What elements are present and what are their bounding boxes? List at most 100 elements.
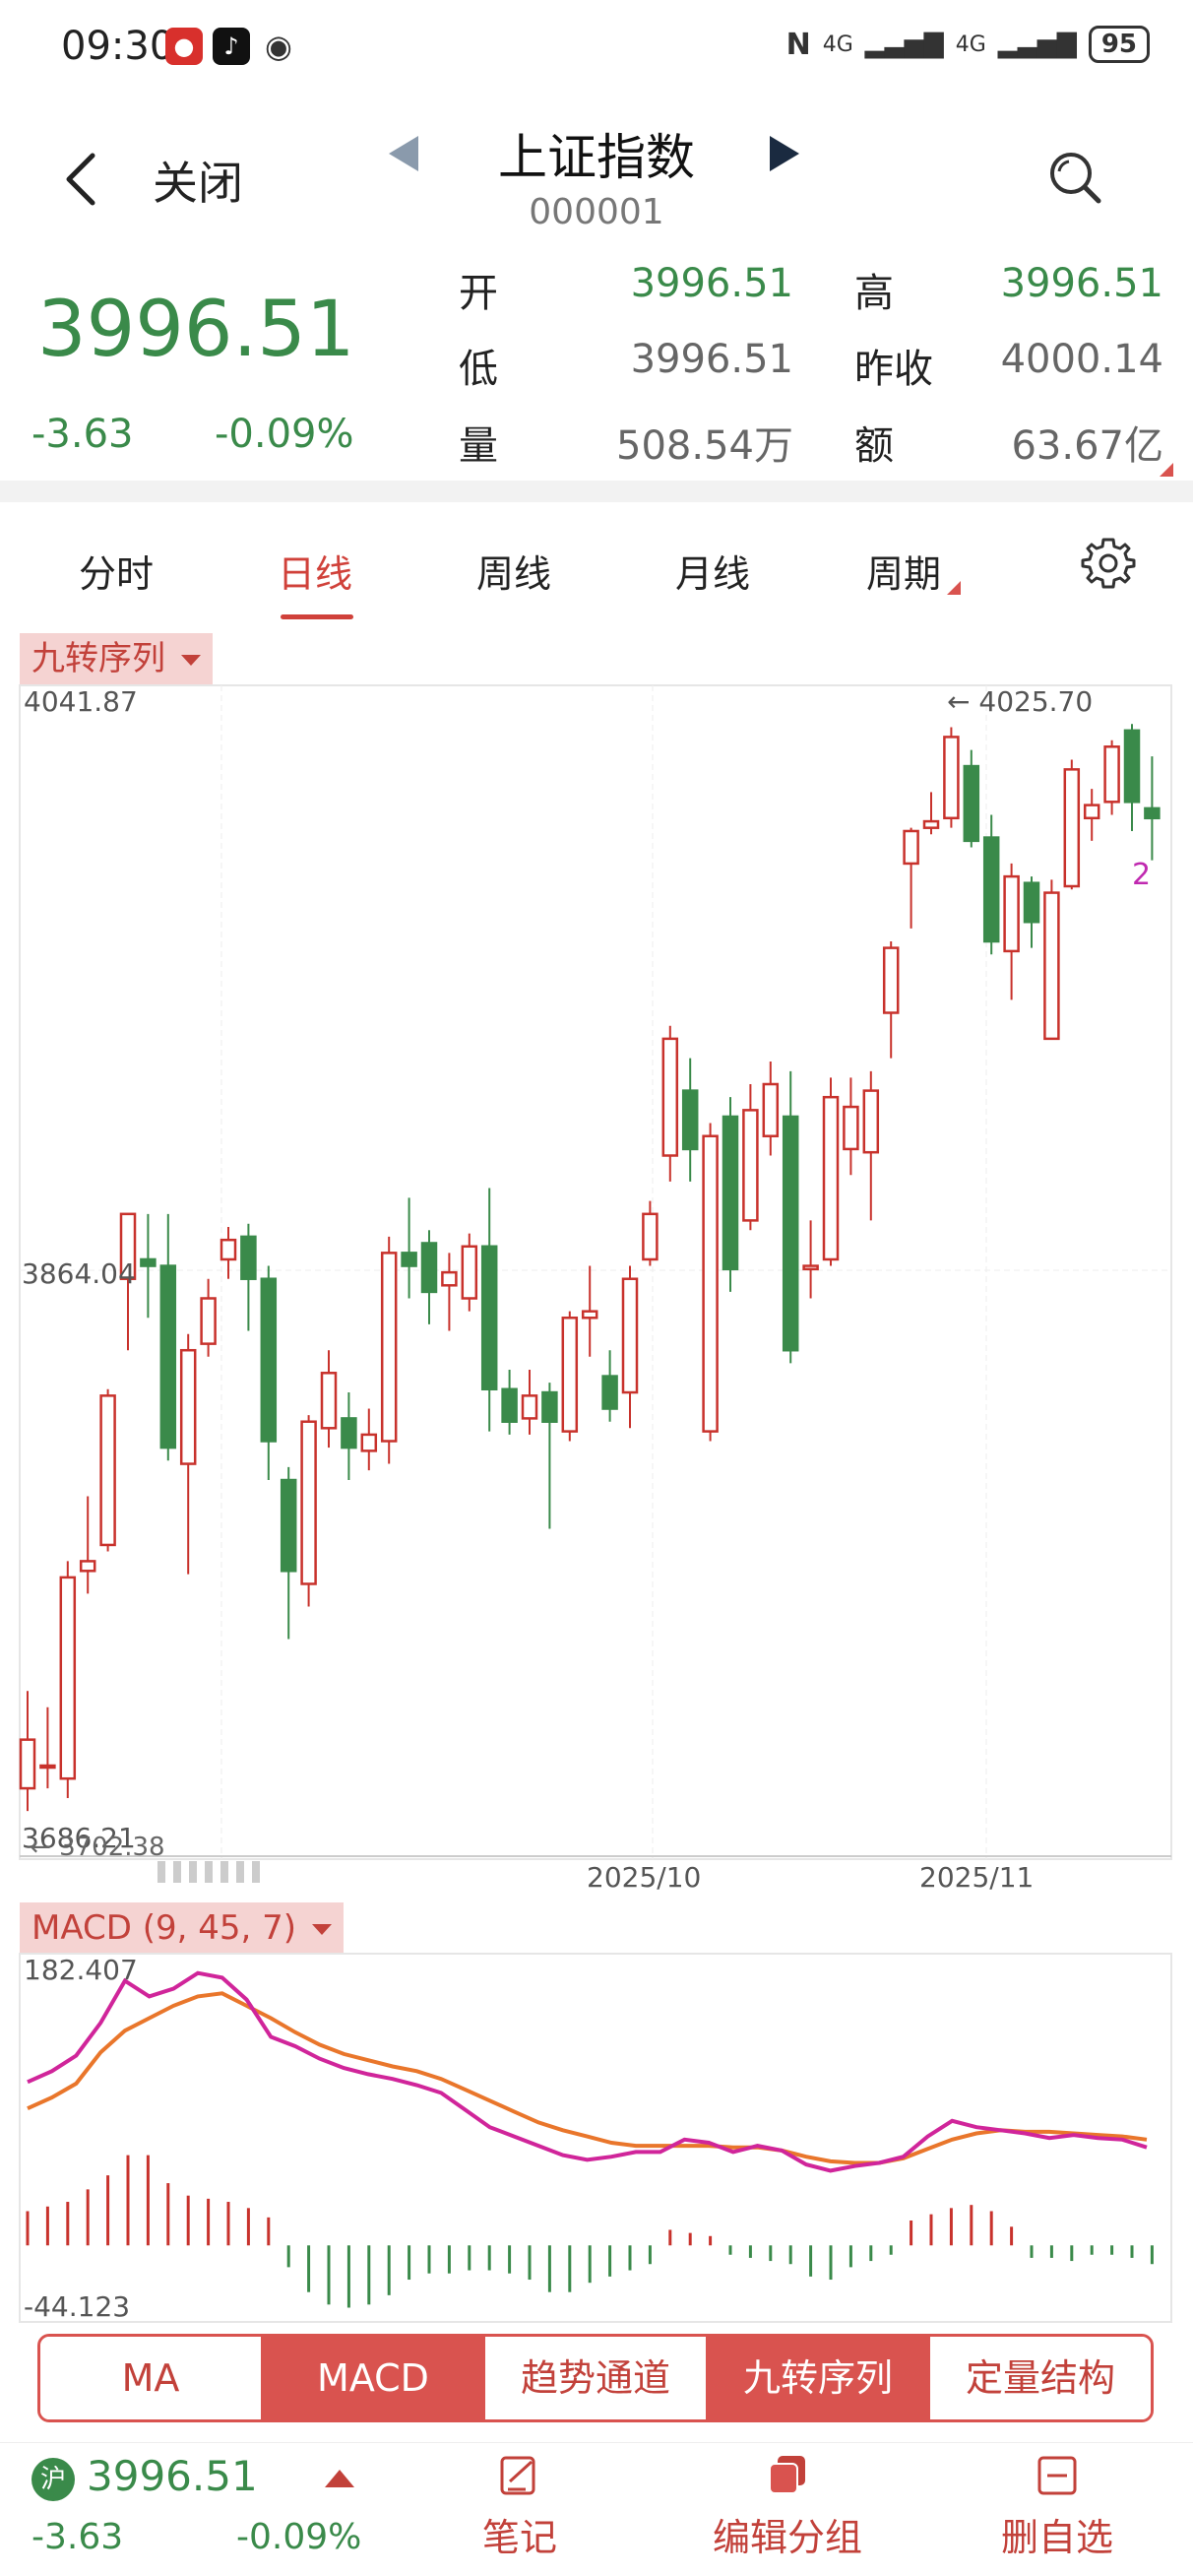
tab-monthly[interactable]: 月线 [675, 552, 751, 596]
candle-up [581, 1310, 598, 1320]
candle-down [501, 1387, 518, 1423]
candle-up [862, 1089, 880, 1154]
y-max-label: 4041.87 [24, 685, 138, 718]
indicator-td-label: 九转序列 [31, 639, 165, 678]
candle-up [1103, 745, 1120, 804]
amount-value: 63.67亿 [1011, 423, 1163, 469]
macd-dif-line [27, 1970, 1148, 2173]
indicator-tabs: MA MACD 趋势通道 九转序列 定量结构 [37, 2334, 1154, 2422]
footer-change: -3.63 [31, 2517, 124, 2557]
candle-up [179, 1348, 197, 1465]
note-button[interactable]: 笔记 [421, 2452, 618, 2561]
candle-up [59, 1576, 77, 1780]
chart-frame [19, 684, 1172, 1860]
volume-scroll-marks [157, 1861, 260, 1883]
indicator-selector-td[interactable]: 九转序列 [20, 633, 213, 684]
low-marker-value: 3702.38 [59, 1833, 165, 1862]
status-bar: 09:30 ● ♪ ◉ N 4G ▂▃▅▇ 4G ▂▃▅▇ 95 [0, 0, 1193, 98]
next-stock-arrow-icon[interactable] [770, 136, 799, 171]
candle-up [39, 1764, 56, 1770]
search-icon[interactable] [1045, 148, 1104, 207]
indicator-tab-macd[interactable]: MACD [263, 2337, 485, 2419]
candlestick-chart[interactable]: 4041.87 3864.04 3686.21 ← 3702.38 ← 4025… [0, 679, 1193, 1900]
footer-change-pct: -0.09% [236, 2517, 362, 2557]
candle-up [702, 1134, 719, 1433]
indicator-tab-ma[interactable]: MA [40, 2337, 263, 2419]
back-chevron-icon[interactable] [57, 150, 106, 209]
network-4g-2: 4G [955, 32, 986, 57]
candle-down [420, 1242, 438, 1294]
candle-down [401, 1252, 417, 1267]
indicator-tab-td-sequence[interactable]: 九转序列 [708, 2337, 930, 2419]
remove-watchlist-button[interactable]: 删自选 [959, 2452, 1156, 2561]
candle-down [280, 1478, 297, 1573]
network-4g-1: 4G [822, 32, 853, 57]
price-change-pct: -0.09% [215, 412, 354, 457]
candle-down [140, 1257, 157, 1267]
candle-up [561, 1317, 579, 1433]
candle-up [742, 1109, 759, 1222]
candle-up [461, 1245, 478, 1300]
high-value: 3996.51 [1000, 261, 1163, 306]
tab-period[interactable]: 周期 [866, 552, 942, 596]
tab-daily[interactable]: 日线 [278, 552, 353, 596]
page-title: 上证指数 [498, 129, 695, 186]
stock-code: 000001 [529, 192, 664, 232]
tab-weekly[interactable]: 周线 [476, 552, 552, 596]
macd-y-max-label: 182.407 [24, 1954, 138, 1986]
candle-up [79, 1560, 96, 1573]
expand-quote-corner-icon[interactable] [1160, 463, 1173, 477]
battery-indicator: 95 [1088, 26, 1150, 63]
candle-up [802, 1264, 819, 1271]
candle-up [903, 829, 919, 866]
candle-up [380, 1252, 398, 1443]
group-icon [769, 2456, 805, 2494]
current-price: 3996.51 [37, 286, 355, 374]
price-change: -3.63 [31, 412, 134, 457]
high-label: 高 [854, 271, 894, 316]
candle-up [822, 1095, 840, 1261]
volume-value: 508.54万 [616, 423, 793, 469]
candle-up [922, 819, 940, 829]
amount-label: 额 [854, 423, 894, 469]
candle-up [521, 1394, 538, 1420]
signal-icon-2: ▂▃▅▇ [997, 30, 1077, 59]
tiktok-icon: ♪ [213, 28, 250, 65]
expand-up-arrow-icon[interactable] [325, 2470, 354, 2487]
candle-up [762, 1082, 780, 1137]
candle-up [200, 1297, 217, 1345]
edit-group-button[interactable]: 编辑分组 [689, 2452, 886, 2561]
td-count-label: 2 [1132, 858, 1151, 892]
open-value: 3996.51 [630, 261, 793, 306]
nfc-icon: N [785, 27, 811, 62]
footer-bar [0, 2442, 1193, 2576]
indicator-selector-macd[interactable]: MACD (9, 45, 7) [20, 1902, 345, 1954]
candle-down [260, 1277, 278, 1443]
status-app-icons: ● ♪ ◉ [165, 28, 297, 65]
low-value: 3996.51 [630, 337, 793, 382]
candle-down [1123, 729, 1141, 804]
candle-up [621, 1277, 639, 1394]
macd-chart[interactable]: 182.407 -44.123 [0, 1948, 1193, 2328]
candle-up [1063, 768, 1081, 888]
prev-stock-arrow-icon[interactable] [389, 136, 418, 171]
candle-up [843, 1105, 859, 1151]
tab-intraday[interactable]: 分时 [79, 552, 155, 596]
candle-down [722, 1115, 739, 1271]
candle-up [1043, 891, 1060, 1041]
candle-down [963, 764, 980, 843]
edit-group-label: 编辑分组 [712, 2516, 862, 2559]
indicator-tab-quant-structure[interactable]: 定量结构 [930, 2337, 1151, 2419]
close-button[interactable]: 关闭 [153, 157, 243, 210]
candle-up [642, 1212, 659, 1261]
macd-histogram [26, 2155, 1154, 2308]
divider-strip [0, 481, 1193, 502]
candle-up [441, 1270, 458, 1287]
candle-down [341, 1417, 357, 1449]
indicator-tab-trend-channel[interactable]: 趋势通道 [485, 2337, 708, 2419]
candle-up [220, 1238, 237, 1261]
candle-down [541, 1390, 558, 1423]
gear-icon[interactable] [1081, 536, 1136, 591]
candle-up [300, 1420, 317, 1585]
candle-down [159, 1264, 177, 1449]
